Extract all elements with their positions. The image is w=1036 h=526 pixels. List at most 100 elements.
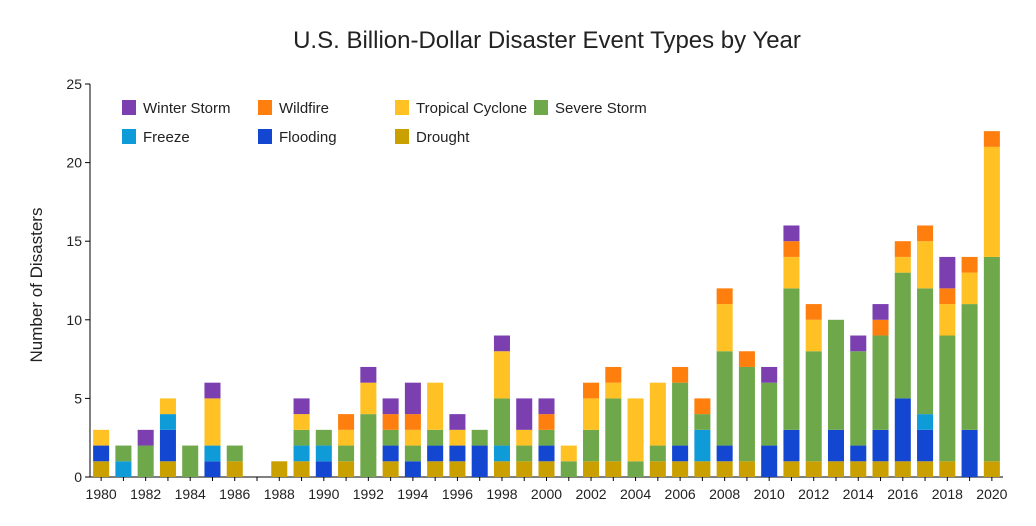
bar-severe-storm-2009 xyxy=(738,366,755,462)
legend-label-drought: Drought xyxy=(416,129,470,146)
bar-wildfire-2017 xyxy=(917,225,934,242)
x-tick-label: 2000 xyxy=(531,486,562,502)
bar-winter-storm-2015 xyxy=(872,304,889,320)
bar-tropical-cyclone-2011 xyxy=(783,256,800,289)
bar-drought-1995 xyxy=(427,461,444,477)
bar-winter-storm-2014 xyxy=(850,335,867,352)
bar-wildfire-2008 xyxy=(716,288,733,305)
bar-wildfire-2016 xyxy=(894,241,911,257)
bar-severe-storm-2007 xyxy=(694,414,711,430)
bar-drought-2007 xyxy=(694,461,711,477)
bar-freeze-1989 xyxy=(293,445,310,462)
bar-severe-storm-2018 xyxy=(939,335,956,462)
legend-swatch-winter-storm xyxy=(122,100,136,115)
bar-flooding-2006 xyxy=(672,445,689,462)
x-tick-label: 2014 xyxy=(843,486,874,502)
bar-wildfire-2003 xyxy=(605,366,622,383)
y-tick-label: 20 xyxy=(66,155,82,171)
bar-severe-storm-2005 xyxy=(649,445,666,462)
bar-tropical-cyclone-2003 xyxy=(605,382,622,399)
legend-label-wildfire: Wildfire xyxy=(279,100,329,117)
bar-flooding-2000 xyxy=(538,445,555,462)
bar-drought-1996 xyxy=(449,461,466,477)
bar-tropical-cyclone-1998 xyxy=(493,351,510,399)
legend-label-freeze: Freeze xyxy=(143,129,190,146)
bar-severe-storm-1992 xyxy=(360,414,377,477)
bar-drought-2015 xyxy=(872,461,889,477)
bar-freeze-1998 xyxy=(493,445,510,462)
bar-drought-1999 xyxy=(516,461,533,477)
bar-wildfire-2012 xyxy=(805,304,822,320)
y-tick-label: 5 xyxy=(74,390,82,406)
bar-wildfire-2020 xyxy=(983,131,1000,147)
y-tick-label: 10 xyxy=(66,312,82,328)
bar-wildfire-2018 xyxy=(939,288,956,305)
bar-flooding-1985 xyxy=(204,461,221,477)
x-tick-label: 2008 xyxy=(709,486,740,502)
bar-drought-2014 xyxy=(850,461,867,477)
bar-flooding-1996 xyxy=(449,445,466,462)
bar-flooding-1994 xyxy=(404,461,421,477)
bar-tropical-cyclone-2005 xyxy=(649,382,666,446)
bar-drought-2012 xyxy=(805,461,822,477)
bar-tropical-cyclone-2012 xyxy=(805,319,822,352)
bar-tropical-cyclone-2020 xyxy=(983,146,1000,257)
bar-severe-storm-1991 xyxy=(338,445,355,462)
bar-freeze-2017 xyxy=(917,414,934,430)
legend-label-flooding: Flooding xyxy=(279,129,337,146)
bar-wildfire-2011 xyxy=(783,241,800,257)
bar-wildfire-2000 xyxy=(538,414,555,430)
bar-severe-storm-2003 xyxy=(605,398,622,462)
bar-severe-storm-1994 xyxy=(404,445,421,462)
bar-freeze-1985 xyxy=(204,445,221,462)
bar-flooding-2019 xyxy=(961,429,978,477)
bar-drought-2017 xyxy=(917,461,934,477)
bar-wildfire-2019 xyxy=(961,256,978,273)
chart-title: U.S. Billion-Dollar Disaster Event Types… xyxy=(293,27,801,54)
bar-severe-storm-2015 xyxy=(872,335,889,430)
x-tick-label: 1980 xyxy=(86,486,117,502)
bar-winter-storm-1985 xyxy=(204,382,221,399)
bar-severe-storm-2010 xyxy=(761,382,778,446)
bar-drought-2006 xyxy=(672,461,689,477)
bar-drought-1986 xyxy=(226,461,243,477)
bar-winter-storm-1982 xyxy=(137,429,154,446)
bar-tropical-cyclone-2001 xyxy=(560,445,577,462)
bar-severe-storm-2017 xyxy=(917,288,934,415)
bar-drought-1993 xyxy=(382,461,399,477)
bar-flooding-2014 xyxy=(850,445,867,462)
bar-severe-storm-2006 xyxy=(672,382,689,446)
bar-tropical-cyclone-1996 xyxy=(449,429,466,446)
bar-severe-storm-1981 xyxy=(115,445,132,462)
x-tick-label: 2004 xyxy=(620,486,651,502)
bar-winter-storm-1993 xyxy=(382,398,399,415)
bar-freeze-1981 xyxy=(115,461,132,477)
x-tick-label: 1988 xyxy=(264,486,295,502)
bar-winter-storm-2010 xyxy=(761,366,778,383)
bar-drought-1989 xyxy=(293,461,310,477)
legend-swatch-tropical-cyclone xyxy=(395,100,409,115)
bar-tropical-cyclone-1989 xyxy=(293,414,310,430)
bar-tropical-cyclone-1999 xyxy=(516,429,533,446)
bar-drought-2005 xyxy=(649,461,666,477)
bar-flooding-1995 xyxy=(427,445,444,462)
axes: 0 5 10 15 20 25 1980 1982 1984 1986 1988 1990 1992 19… xyxy=(66,76,1007,502)
y-axis-label: Number of Disasters xyxy=(27,208,46,363)
bar-drought-2009 xyxy=(738,461,755,477)
legend-swatch-wildfire xyxy=(258,100,272,115)
bar-tropical-cyclone-1994 xyxy=(404,429,421,446)
legend-label-winter-storm: Winter Storm xyxy=(143,100,231,117)
bar-severe-storm-2001 xyxy=(560,461,577,477)
x-tick-label: 2010 xyxy=(754,486,785,502)
legend-label-severe-storm: Severe Storm xyxy=(555,100,647,117)
bar-severe-storm-2008 xyxy=(716,351,733,446)
bar-drought-2000 xyxy=(538,461,555,477)
bar-winter-storm-2000 xyxy=(538,398,555,415)
bar-tropical-cyclone-2018 xyxy=(939,304,956,336)
bar-winter-storm-1992 xyxy=(360,366,377,383)
bar-winter-storm-2011 xyxy=(783,225,800,242)
bar-drought-2002 xyxy=(583,461,600,477)
bar-tropical-cyclone-2017 xyxy=(917,241,934,289)
bar-flooding-2008 xyxy=(716,445,733,462)
x-tick-label: 1998 xyxy=(486,486,517,502)
